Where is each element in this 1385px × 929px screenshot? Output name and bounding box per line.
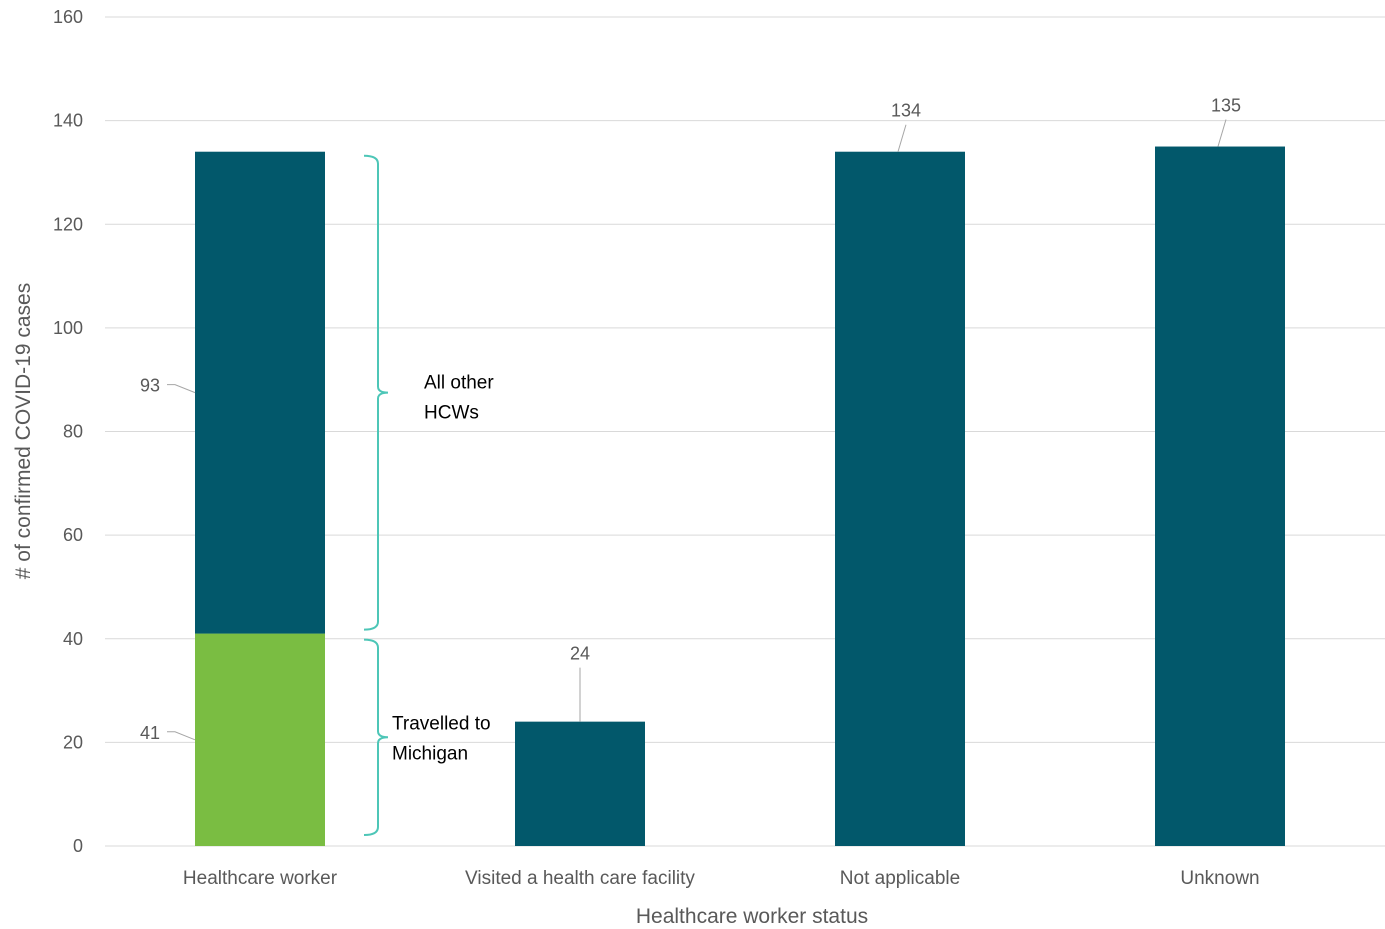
bar-segment [1155,146,1285,846]
annotation-text: Michigan [392,743,468,764]
bar-segment [515,721,645,846]
data-labels: 41 93 24 134 135 [140,96,1241,743]
x-category-label: Not applicable [840,868,960,889]
leader-line [1217,119,1227,147]
y-tick-label: 160 [53,7,83,27]
x-category-label: Unknown [1180,868,1259,889]
y-tick-label: 0 [73,836,83,856]
y-tick-label: 100 [53,318,83,338]
leader-lines [167,119,1227,741]
bar-segment [835,151,965,846]
x-axis-categories: Healthcare worker Visited a health care f… [183,868,1260,889]
y-axis-ticks: 0 20 40 60 80 100 120 140 160 [53,7,83,856]
bars [195,146,1285,846]
bar-segment [195,151,325,634]
leader-line [167,731,196,741]
bracket [363,638,389,836]
data-label: 135 [1211,96,1241,116]
data-label: 24 [570,644,590,664]
leader-line [897,124,907,152]
annotation-text: Travelled to [392,713,491,734]
data-label: 41 [140,723,160,743]
y-tick-label: 140 [53,111,83,131]
y-tick-label: 60 [63,525,83,545]
x-category-label: Healthcare worker [183,868,338,889]
annotation-text: All other [424,373,494,394]
y-tick-label: 80 [63,422,83,442]
leader-line [167,384,196,394]
y-tick-label: 120 [53,214,83,234]
y-axis-title: # of confirmed COVID-19 cases [12,283,35,579]
data-label: 93 [140,376,160,396]
bar-segment [195,633,325,846]
annotation-text: HCWs [424,403,479,424]
annotations: All other HCWs Travelled to Michigan [363,154,494,836]
data-label: 134 [891,101,921,121]
x-category-label: Visited a health care facility [465,868,695,889]
bracket [363,154,389,631]
y-tick-label: 20 [63,732,83,752]
y-tick-label: 40 [63,629,83,649]
x-axis-title: Healthcare worker status [636,905,868,928]
